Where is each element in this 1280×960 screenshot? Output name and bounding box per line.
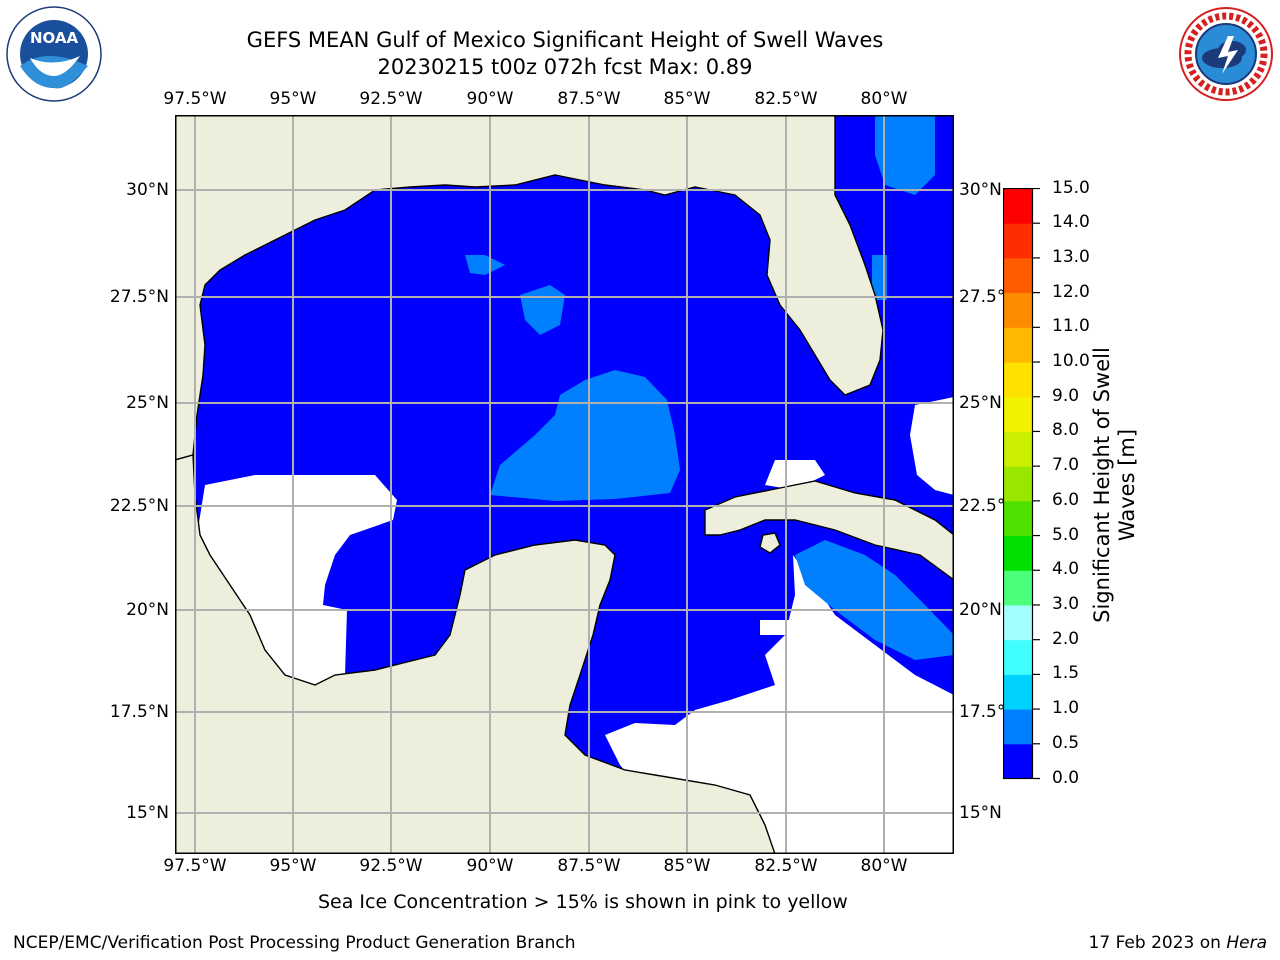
colorbar-tick-label: 12.0 bbox=[1052, 281, 1090, 302]
lon-label: 82.5°W bbox=[754, 856, 818, 876]
noaa-logo: NOAA bbox=[6, 6, 102, 102]
lat-label: 20°N bbox=[959, 600, 1002, 620]
colorbar-segment bbox=[1003, 743, 1033, 779]
lat-label: 15°N bbox=[126, 803, 169, 823]
gulf-map bbox=[175, 115, 954, 854]
colorbar-segment bbox=[1003, 431, 1033, 467]
colorbar-tick-label: 3.0 bbox=[1052, 593, 1080, 614]
lon-label: 85°W bbox=[663, 89, 711, 109]
graticule bbox=[175, 115, 954, 854]
colorbar-segment bbox=[1003, 466, 1033, 502]
colorbar-segment bbox=[1003, 257, 1033, 294]
colorbar-tick-label: 9.0 bbox=[1052, 385, 1080, 406]
lat-label: 30°N bbox=[126, 180, 169, 200]
colorbar-segment bbox=[1003, 709, 1033, 745]
nws-logo bbox=[1179, 7, 1273, 101]
lon-label: 95°W bbox=[269, 856, 317, 876]
colorbar-segment bbox=[1003, 674, 1033, 710]
colorbar-tick-label: 10.0 bbox=[1052, 351, 1090, 372]
lon-label: 80°W bbox=[860, 856, 908, 876]
lat-label: 22.5°N bbox=[109, 496, 169, 516]
lon-label: 92.5°W bbox=[359, 89, 423, 109]
lon-label: 85°W bbox=[663, 856, 711, 876]
lat-label: 30°N bbox=[959, 180, 1002, 200]
lon-label: 90°W bbox=[466, 89, 514, 109]
lon-label: 95°W bbox=[269, 89, 317, 109]
colorbar-segment bbox=[1003, 500, 1033, 537]
colorbar-tick-label: 5.0 bbox=[1052, 524, 1080, 545]
lon-label: 92.5°W bbox=[359, 856, 423, 876]
colorbar-label: Significant Height of Swell Waves [m] bbox=[1090, 347, 1139, 623]
colorbar-segment bbox=[1003, 535, 1033, 571]
colorbar-segment bbox=[1003, 396, 1033, 432]
map-title: GEFS MEAN Gulf of Mexico Significant Hei… bbox=[246, 28, 884, 52]
colorbar-tick-label: 6.0 bbox=[1052, 489, 1080, 510]
colorbar-segment bbox=[1003, 362, 1033, 398]
run-date-text: 17 Feb 2023 on bbox=[1088, 933, 1227, 953]
lat-label: 27.5°N bbox=[109, 287, 169, 307]
svg-text:NOAA: NOAA bbox=[30, 29, 79, 47]
colorbar-tick-label: 7.0 bbox=[1052, 455, 1080, 476]
colorbar-segment bbox=[1003, 188, 1033, 224]
lat-label: 25°N bbox=[126, 393, 169, 413]
lat-label: 17.5°N bbox=[109, 702, 169, 722]
colorbar-tick-label: 1.0 bbox=[1052, 698, 1080, 719]
colorbar-segment bbox=[1003, 292, 1033, 328]
colorbar-tick-label: 13.0 bbox=[1052, 246, 1090, 267]
colorbar-tick-label: 2.0 bbox=[1052, 628, 1080, 649]
run-date: 17 Feb 2023 on Hera bbox=[1089, 933, 1267, 953]
lon-label: 82.5°W bbox=[754, 89, 818, 109]
lon-label: 80°W bbox=[860, 89, 908, 109]
lat-label: 20°N bbox=[126, 600, 169, 620]
branch-credit: NCEP/EMC/Verification Post Processing Pr… bbox=[13, 933, 576, 953]
colorbar-tick-label: 14.0 bbox=[1052, 212, 1090, 233]
colorbar-tick-label: 1.5 bbox=[1052, 663, 1080, 684]
lon-label: 90°W bbox=[466, 856, 514, 876]
colorbar-tick-label: 11.0 bbox=[1052, 316, 1090, 337]
colorbar-segment bbox=[1003, 604, 1033, 641]
sea-ice-note: Sea Ice Concentration > 15% is shown in … bbox=[318, 891, 848, 913]
colorbar-tick-label: 0.5 bbox=[1052, 732, 1080, 753]
colorbar-tick-label: 15.0 bbox=[1052, 177, 1090, 198]
machine-name: Hera bbox=[1226, 933, 1267, 953]
colorbar bbox=[1003, 188, 1040, 780]
colorbar-segment bbox=[1003, 327, 1033, 363]
colorbar-tick-label: 0.0 bbox=[1052, 767, 1080, 788]
colorbar-tick-label: 4.0 bbox=[1052, 559, 1080, 580]
lon-label: 87.5°W bbox=[557, 856, 621, 876]
lat-label: 25°N bbox=[959, 393, 1002, 413]
colorbar-tick-label: 8.0 bbox=[1052, 420, 1080, 441]
lon-label: 87.5°W bbox=[557, 89, 621, 109]
colorbar-segment bbox=[1003, 570, 1033, 606]
lat-label: 15°N bbox=[959, 803, 1002, 823]
lon-label: 97.5°W bbox=[163, 856, 227, 876]
lon-label: 97.5°W bbox=[163, 89, 227, 109]
colorbar-segments bbox=[1003, 188, 1033, 779]
colorbar-segment bbox=[1003, 223, 1033, 259]
colorbar-segment bbox=[1003, 639, 1033, 675]
map-frame bbox=[175, 115, 954, 854]
map-subtitle: 20230215 t00z 072h fcst Max: 0.89 bbox=[377, 55, 753, 79]
